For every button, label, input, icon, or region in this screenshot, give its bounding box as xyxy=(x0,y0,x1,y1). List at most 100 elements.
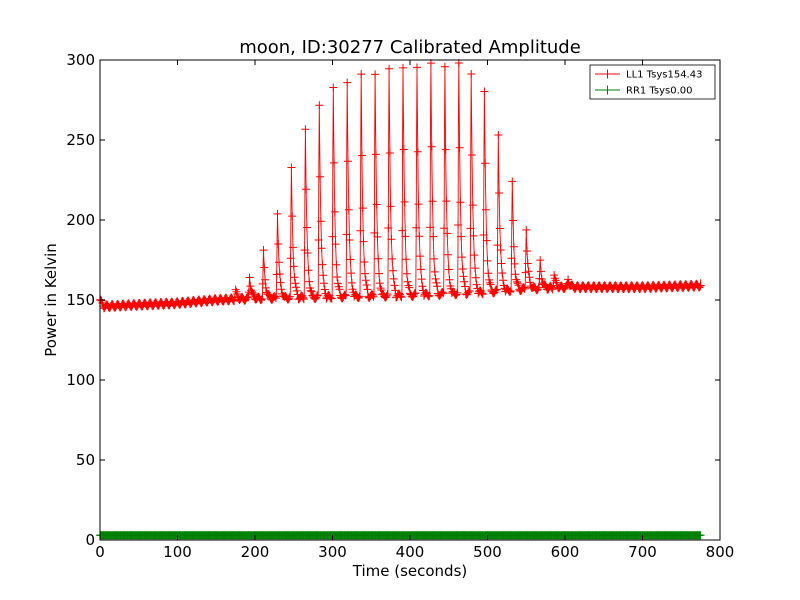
data-point-ll1 xyxy=(371,150,380,159)
data-point-ll1 xyxy=(482,236,491,245)
data-point-ll1 xyxy=(466,224,475,233)
data-point-ll1 xyxy=(457,232,466,241)
data-point-ll1 xyxy=(318,260,327,269)
data-point-ll1 xyxy=(416,252,425,261)
data-point-ll1 xyxy=(397,293,406,302)
data-point-ll1 xyxy=(246,282,255,291)
data-point-ll1 xyxy=(343,78,352,87)
series-layer xyxy=(96,59,705,540)
data-point-ll1 xyxy=(491,286,500,295)
data-point-ll1 xyxy=(472,280,481,289)
data-point-ll1 xyxy=(440,224,449,233)
data-point-ll1 xyxy=(496,245,505,254)
data-point-ll1 xyxy=(370,228,379,237)
data-point-ll1 xyxy=(537,274,546,283)
data-point-ll1 xyxy=(438,288,447,297)
data-point-ll1 xyxy=(303,248,312,257)
data-point-ll1 xyxy=(289,262,298,271)
data-point-ll1 xyxy=(418,282,427,291)
data-point-ll1 xyxy=(492,285,501,294)
data-point-ll1 xyxy=(342,230,351,239)
data-point-ll1 xyxy=(470,251,479,260)
legend-marker xyxy=(603,85,612,95)
chart-title: moon, ID:30277 Calibrated Amplitude xyxy=(239,37,581,58)
data-point-ll1 xyxy=(522,225,531,234)
data-point-ll1 xyxy=(464,288,473,297)
data-point-ll1 xyxy=(273,209,282,218)
data-point-ll1 xyxy=(245,273,254,282)
data-point-ll1 xyxy=(512,277,521,286)
data-point-ll1 xyxy=(257,294,266,303)
data-point-ll1 xyxy=(404,281,413,290)
data-point-ll1 xyxy=(363,285,372,294)
data-point-ll1 xyxy=(330,207,339,216)
data-point-ll1 xyxy=(341,291,350,300)
data-point-ll1 xyxy=(305,277,314,286)
data-point-ll1 xyxy=(509,216,518,225)
data-point-ll1 xyxy=(304,266,313,275)
x-axis-label: Time (seconds) xyxy=(352,562,468,580)
data-point-ll1 xyxy=(320,285,329,294)
data-point-ll1 xyxy=(356,226,365,235)
data-point-ll1 xyxy=(460,277,469,286)
data-point-ll1 xyxy=(497,259,506,268)
data-point-ll1 xyxy=(519,283,528,292)
data-point-ll1 xyxy=(433,282,442,291)
data-point-ll1 xyxy=(524,267,533,276)
data-point-ll1 xyxy=(369,292,378,301)
data-point-ll1 xyxy=(302,223,311,232)
data-point-ll1 xyxy=(458,265,467,274)
data-point-ll1 xyxy=(485,278,494,287)
data-point-ll1 xyxy=(359,237,368,246)
data-point-ll1 xyxy=(452,290,461,299)
data-point-ll1 xyxy=(486,280,495,289)
data-point-ll1 xyxy=(696,281,705,290)
data-point-ll1 xyxy=(440,62,449,71)
data-point-ll1 xyxy=(429,232,438,241)
data-point-ll1 xyxy=(388,254,397,263)
data-point-ll1 xyxy=(329,83,338,92)
x-tick-label: 300 xyxy=(318,543,347,561)
data-point-ll1 xyxy=(383,290,392,299)
data-point-ll1 xyxy=(375,269,383,278)
legend-label: LL1 Tsys154.43 xyxy=(626,70,702,81)
data-point-ll1 xyxy=(509,242,518,251)
data-point-ll1 xyxy=(346,255,355,264)
data-point-ll1 xyxy=(414,200,423,209)
data-point-ll1 xyxy=(430,254,439,263)
data-point-ll1 xyxy=(345,235,354,244)
data-point-ll1 xyxy=(314,235,323,244)
data-point-ll1 xyxy=(358,204,367,213)
x-tick-label: 600 xyxy=(551,543,580,561)
data-point-ll1 xyxy=(455,143,464,152)
data-point-ll1 xyxy=(230,297,239,306)
y-tick-label: 300 xyxy=(66,51,95,69)
series-markers-ll1 xyxy=(96,59,705,313)
data-point-ll1 xyxy=(471,273,480,282)
data-point-ll1 xyxy=(548,285,557,294)
data-point-ll1 xyxy=(427,142,436,151)
series-markers-rr1 xyxy=(96,531,705,540)
data-point-ll1 xyxy=(425,291,434,300)
data-point-ll1 xyxy=(288,212,297,221)
data-point-ll1 xyxy=(405,283,414,292)
data-point-ll1 xyxy=(335,285,344,294)
data-point-ll1 xyxy=(319,279,328,288)
data-point-ll1 xyxy=(523,247,532,256)
data-point-ll1 xyxy=(333,279,342,288)
data-point-ll1 xyxy=(495,224,504,233)
y-tick-label: 200 xyxy=(66,211,95,229)
data-point-ll1 xyxy=(360,257,369,266)
data-point-ll1 xyxy=(276,278,285,287)
data-point-ll1 xyxy=(454,221,463,230)
data-point-ll1 xyxy=(389,274,398,283)
legend: LL1 Tsys154.43 RR1 Tsys0.00 xyxy=(589,64,716,100)
data-point-ll1 xyxy=(469,231,478,240)
y-tick-label: 250 xyxy=(66,131,95,149)
data-point-ll1 xyxy=(384,224,393,233)
data-point-ll1 xyxy=(371,70,380,79)
data-point-ll1 xyxy=(375,279,384,288)
data-point-ll1 xyxy=(443,229,452,238)
data-point-ll1 xyxy=(424,292,433,301)
